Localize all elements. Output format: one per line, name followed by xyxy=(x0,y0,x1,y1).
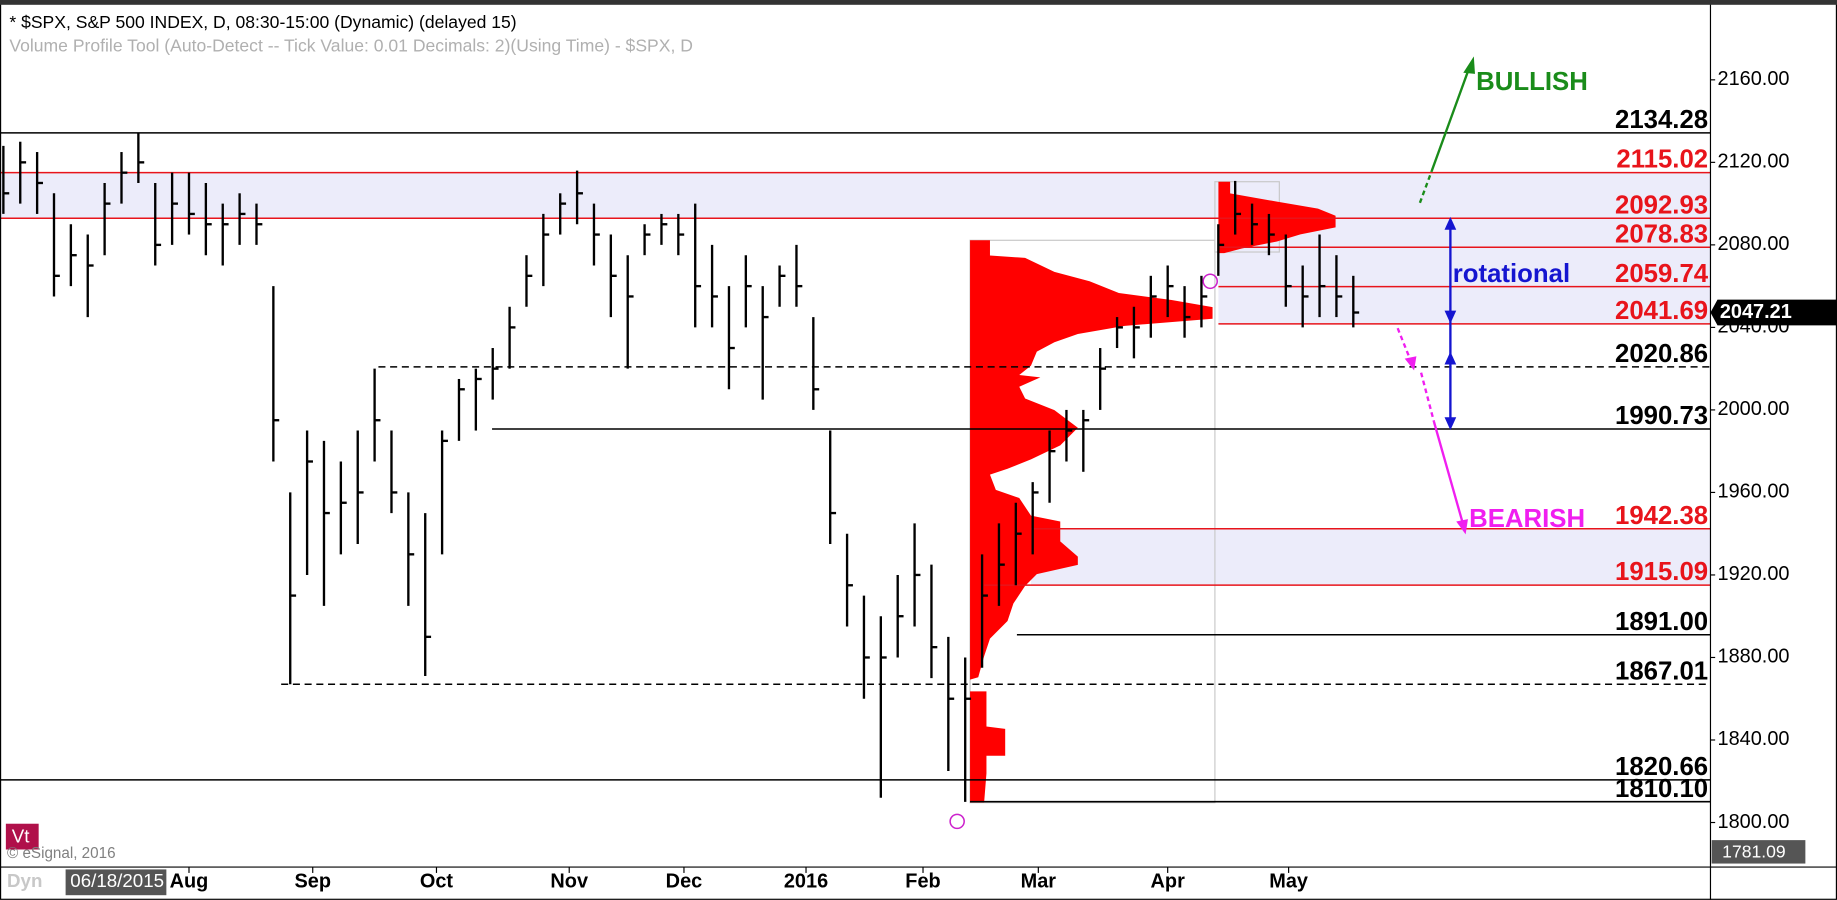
y-tick-label: 1840.00 xyxy=(1718,728,1790,750)
x-tick-label: 2016 xyxy=(784,871,828,893)
level-label: 1867.01 xyxy=(1615,657,1708,685)
level-label: 2059.74 xyxy=(1615,260,1709,288)
axis-bottom-label: 1781.09 xyxy=(1722,842,1785,862)
axis-bottom-box xyxy=(1711,840,1806,864)
x-tick-label: Apr xyxy=(1151,871,1186,893)
arrow xyxy=(1418,170,1433,204)
level-label: 1810.10 xyxy=(1615,775,1708,803)
last-price-tag xyxy=(1710,299,1837,326)
x-tick-label: Dec xyxy=(666,871,703,893)
start-date: 06/18/2015 xyxy=(70,870,164,891)
band xyxy=(1218,218,1711,324)
arrowhead xyxy=(1444,216,1457,230)
arrow xyxy=(1432,421,1465,526)
last-price: 2047.21 xyxy=(1720,301,1792,323)
level-label: 2041.69 xyxy=(1615,297,1708,325)
arrowhead xyxy=(1463,56,1475,74)
y-tick-label: 2160.00 xyxy=(1718,68,1790,90)
band xyxy=(1030,528,1711,586)
copyright: © eSignal, 2016 xyxy=(7,845,116,862)
y-tick-label: 1920.00 xyxy=(1718,563,1790,585)
x-tick-label: Mar xyxy=(1021,871,1057,893)
y-tick-label: 1800.00 xyxy=(1718,811,1790,833)
arrow xyxy=(1396,327,1413,364)
y-tick-label: 2080.00 xyxy=(1718,233,1790,255)
x-tick-label: Nov xyxy=(550,871,588,893)
level-label: 1942.38 xyxy=(1615,502,1708,530)
level-label: 2115.02 xyxy=(1616,146,1708,174)
x-tick-label: Oct xyxy=(420,871,454,893)
badge-text: Vt xyxy=(12,826,30,847)
arrowhead xyxy=(1404,356,1417,371)
annotation: BULLISH xyxy=(1476,68,1588,96)
y-tick-label: 2120.00 xyxy=(1718,151,1790,173)
partial-label: Dyn xyxy=(7,870,42,891)
x-tick-label: May xyxy=(1269,871,1308,893)
band xyxy=(0,172,1711,219)
level-label: 2020.86 xyxy=(1615,340,1708,368)
level-label: 1891.00 xyxy=(1615,608,1708,636)
y-tick-label: 1880.00 xyxy=(1718,646,1790,668)
level-label: 2134.28 xyxy=(1615,106,1708,134)
level-label: 2078.83 xyxy=(1615,220,1708,248)
y-tick-label: 1960.00 xyxy=(1718,481,1790,503)
level-label: 1990.73 xyxy=(1615,402,1708,430)
arrow xyxy=(1430,67,1471,172)
x-tick-label: Sep xyxy=(294,871,331,893)
annotation: rotational xyxy=(1453,260,1570,288)
marker xyxy=(1202,273,1219,290)
badge xyxy=(5,823,39,850)
level-label: 2092.93 xyxy=(1615,191,1708,219)
chart-title: * $SPX, S&P 500 INDEX, D, 08:30-15:00 (D… xyxy=(9,12,516,32)
top-bar xyxy=(0,0,1837,5)
arrowhead xyxy=(1456,519,1468,535)
y-tick-label: 2000.00 xyxy=(1718,398,1790,420)
marker xyxy=(949,813,965,830)
volume-profile xyxy=(970,240,1213,803)
x-tick-label: Aug xyxy=(170,871,209,893)
date-box xyxy=(65,869,167,896)
arrowhead xyxy=(1444,310,1457,324)
arrowhead xyxy=(1444,351,1457,365)
arrowhead xyxy=(1444,417,1457,431)
level-label: 1915.09 xyxy=(1615,558,1708,586)
arrow xyxy=(1419,372,1436,423)
x-tick-label: Feb xyxy=(905,871,940,893)
level-label: 1820.66 xyxy=(1615,753,1708,781)
chart-subtitle: Volume Profile Tool (Auto-Detect -- Tick… xyxy=(9,36,693,56)
annotation: BEARISH xyxy=(1469,505,1585,533)
